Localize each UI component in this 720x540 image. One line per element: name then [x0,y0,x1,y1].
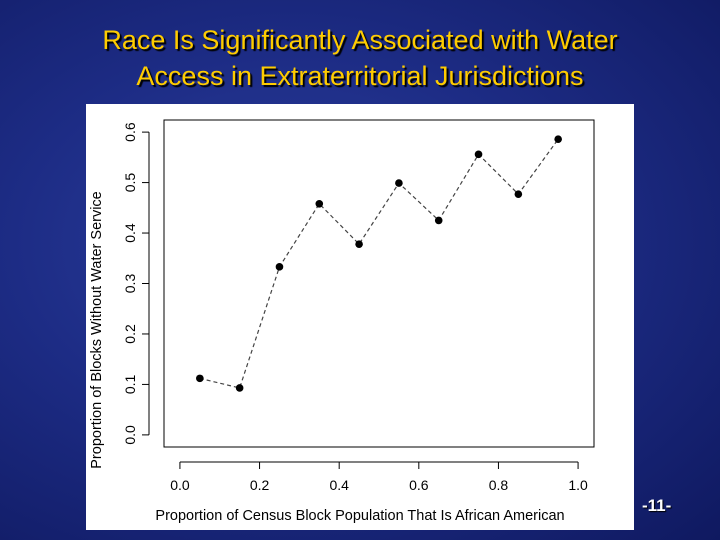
y-tick-label: 0.2 [122,324,138,344]
data-point [315,199,324,208]
chart-svg: 0.0 0.2 0.4 0.6 0.8 1.00.00.10.20.30.40.50.6 … [89,119,595,524]
data-point [514,190,523,198]
data-point [196,374,204,383]
plot-frame [163,119,595,448]
data-point [275,263,284,271]
y-tick-label: 0.0 [122,425,138,445]
data-point [474,150,483,159]
y-tick-label: 0.3 [122,274,138,294]
y-tick-label: 0.5 [122,173,138,193]
title-line-1: Race Is Significantly Associated with Wa… [102,25,618,55]
y-tick-label: 0.4 [122,223,138,243]
data-point [235,384,244,392]
x-tick-label: 0.2 [250,477,270,493]
y-tick-label: 0.1 [122,374,138,394]
slide-title: Race Is Significantly Associated with Wa… [0,22,720,94]
page-number: -11- [642,496,672,515]
y-tick-label: 0.6 [122,122,138,142]
series-line [199,138,559,389]
data-point [434,216,443,225]
data-point [395,179,403,187]
x-tick-label: 1.0 [568,477,588,493]
title-line-2: Access in Extraterritorial Jurisdictions [136,61,584,91]
x-tick-label: 0.6 [409,477,429,493]
x-axis-label: Proportion of Census Block Population Th… [155,508,564,524]
x-tick-label: 0.0 [170,477,190,493]
x-tick-label: 0.8 [489,477,509,493]
data-point [355,240,363,248]
x-tick-label: 0.4 [329,477,349,493]
chart-panel: 0.0 0.2 0.4 0.6 0.8 1.0 0.0 0.1 0.2 0.3 0.4 0.5 0.6 … [86,104,634,530]
data-point [554,135,562,143]
y-axis-label: Proportion of Blocks Without Water Servi… [89,191,105,468]
